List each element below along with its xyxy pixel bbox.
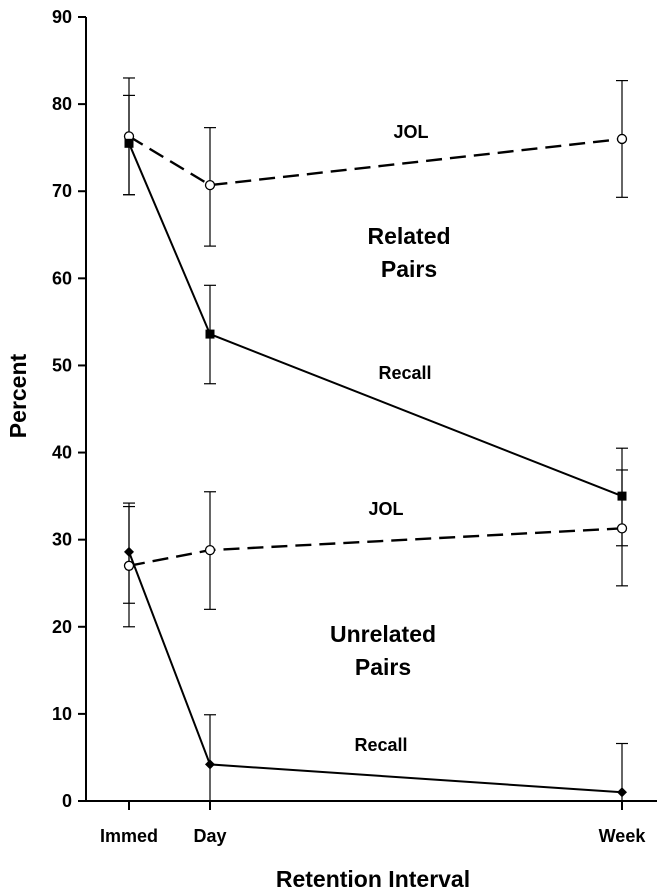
y-tick-label: 80 (52, 94, 72, 114)
related-recall-label: Recall (378, 363, 431, 383)
unrelated-pairs-label-line1: Unrelated (330, 621, 436, 647)
x-axis-title: Retention Interval (276, 866, 470, 891)
y-tick-label: 0 (62, 791, 72, 811)
y-tick-label: 90 (52, 7, 72, 27)
y-tick-label: 10 (52, 704, 72, 724)
series-markers (123, 131, 628, 798)
axes (85, 17, 657, 802)
unrelated-jol-point (204, 544, 216, 556)
related-jol-label: JOL (393, 122, 428, 142)
unrelated-jol-label: JOL (368, 499, 403, 519)
x-tick-label: Immed (100, 826, 158, 846)
unrelated-recall-label: Recall (354, 735, 407, 755)
unrelated-recall-point (205, 759, 215, 770)
y-tick-label: 60 (52, 268, 72, 288)
error-bars (123, 77, 628, 801)
y-tick-label: 50 (52, 355, 72, 375)
x-axis-ticks: Immed Day Week (100, 801, 646, 846)
y-axis-title: Percent (5, 353, 31, 438)
related-jol-line (128, 135, 623, 187)
related-pairs-label-line1: Related (367, 223, 450, 249)
related-recall-point (124, 138, 134, 148)
unrelated-jol-line (128, 527, 623, 567)
unrelated-recall-point (124, 546, 134, 557)
y-axis-ticks: 0 10 20 30 40 50 60 70 80 90 (52, 7, 86, 811)
y-tick-label: 30 (52, 530, 72, 550)
related-recall-point (617, 491, 627, 501)
y-tick-label: 70 (52, 181, 72, 201)
y-tick-label: 40 (52, 443, 72, 463)
related-jol-point (616, 133, 628, 145)
unrelated-pairs-label-line2: Pairs (355, 654, 411, 680)
related-recall-point (205, 329, 215, 339)
unrelated-jol-point (616, 523, 628, 534)
related-pairs-label-line2: Pairs (381, 256, 437, 282)
unrelated-jol-point (123, 560, 135, 571)
related-jol-point (204, 179, 216, 191)
x-tick-label: Day (193, 826, 226, 846)
y-tick-label: 20 (52, 617, 72, 637)
related-recall-line (128, 142, 623, 498)
unrelated-recall-point (617, 787, 627, 798)
x-tick-label: Week (599, 826, 647, 846)
